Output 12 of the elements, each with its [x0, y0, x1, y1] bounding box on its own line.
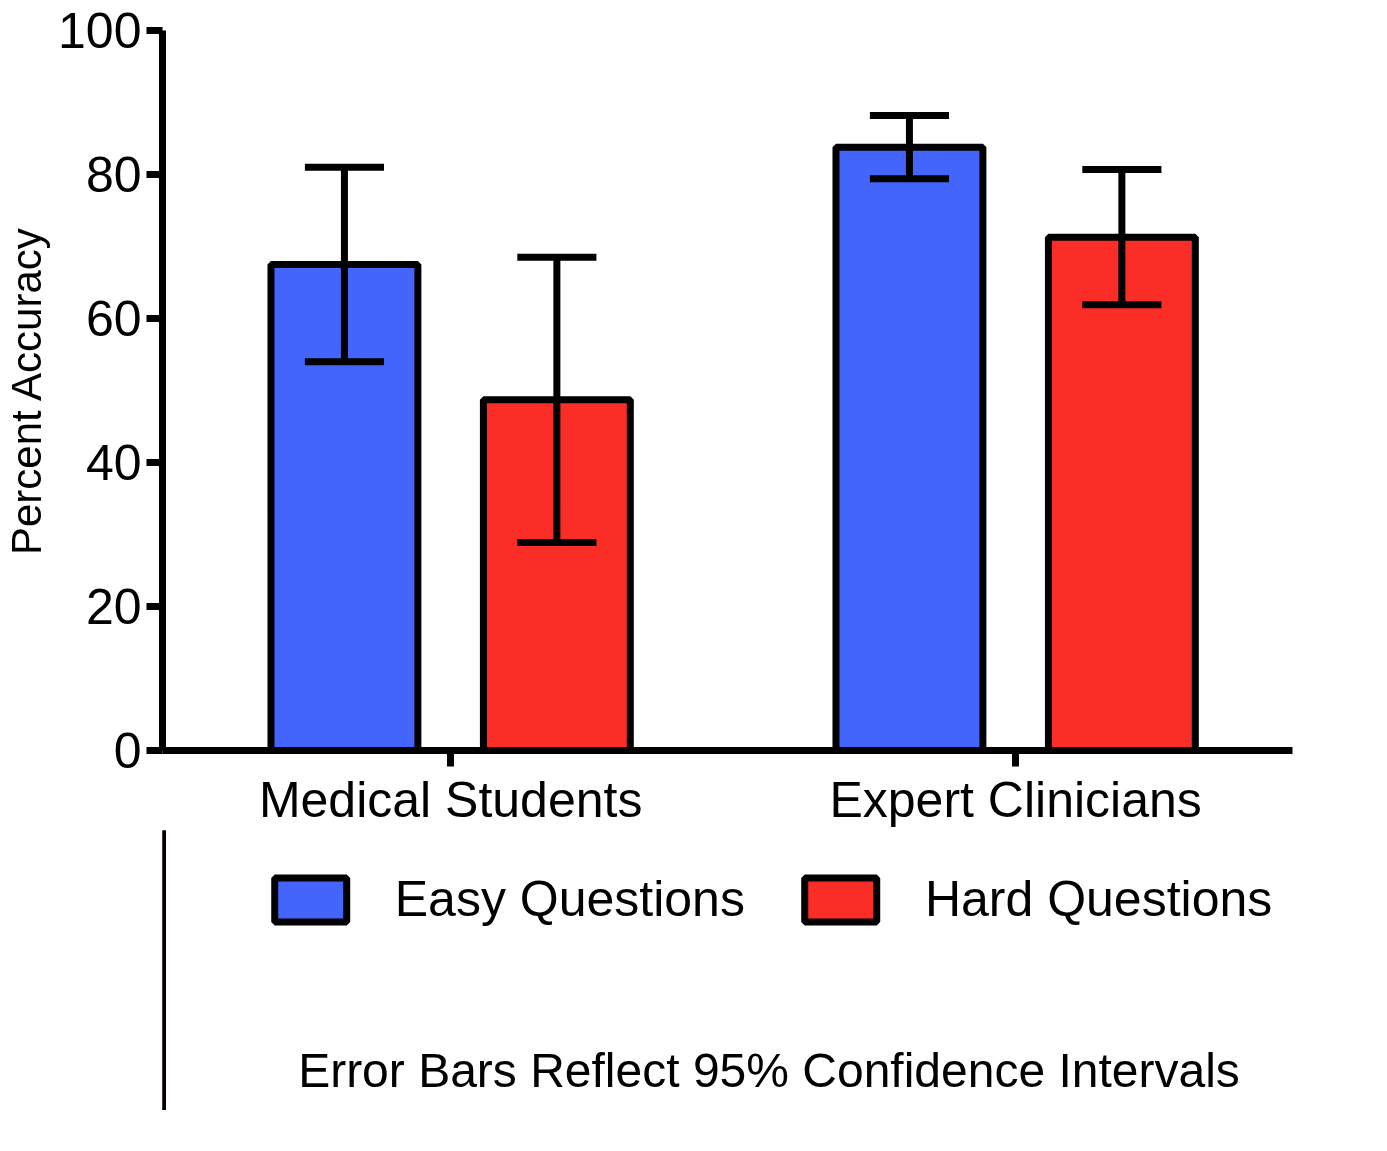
y-axis-title: Percent Accuracy	[3, 228, 51, 556]
y-tick-label: 0	[113, 723, 142, 779]
text: Error Bars Reflect 95% Confidence Intervals	[298, 1044, 1240, 1097]
y-tick-label: 20	[85, 579, 142, 635]
y-tick-label: 40	[85, 435, 142, 491]
x-tick-label: Expert Clinicians	[829, 771, 1202, 828]
legend-label: Easy Questions	[394, 870, 745, 928]
x-tick-label: Medical Students	[258, 771, 643, 828]
y-tick-label: 60	[85, 291, 142, 347]
legend-label: Hard Questions	[924, 870, 1273, 928]
y-tick-label: 80	[85, 147, 142, 203]
y-tick-label: 100	[58, 3, 142, 59]
